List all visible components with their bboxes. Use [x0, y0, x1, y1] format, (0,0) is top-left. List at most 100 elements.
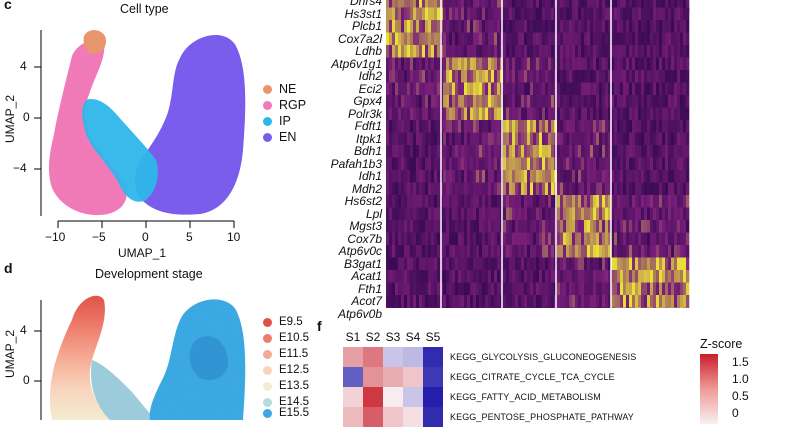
heatmap-cell: [491, 132, 495, 146]
heatmap-cell: [653, 232, 657, 246]
legend-e155-label: E15.5: [279, 407, 310, 419]
d-ylabel: UMAP_2: [3, 329, 18, 379]
heatmap-cell: [611, 0, 615, 13]
heatmap-cell: [392, 95, 396, 108]
heatmap-cell: [686, 195, 690, 208]
gene-label: Bdh1: [353, 144, 382, 158]
heatmap-cell: [536, 82, 540, 96]
heatmap-cell: [437, 232, 441, 246]
heatmap-cell: [680, 257, 684, 271]
heatmap-cell: [602, 57, 606, 71]
heatmap-cell: [668, 45, 672, 58]
heatmap-cell: [647, 82, 651, 96]
heatmap-cell: [608, 232, 612, 246]
heatmap-cell: [632, 32, 636, 46]
heatmap-cell: [611, 270, 615, 283]
heatmap-cell: [569, 70, 573, 83]
heatmap-cell: [482, 95, 486, 108]
heatmap-cell: [623, 157, 627, 171]
heatmap-cell: [479, 270, 483, 283]
heatmap-cell: [419, 70, 423, 83]
heatmap-cell: [569, 270, 573, 283]
heatmap-cell: [587, 307, 591, 308]
heatmap-cell: [530, 95, 534, 108]
heatmap-cell: [503, 145, 507, 158]
heatmap-cell: [389, 232, 393, 246]
heatmap-cell: [551, 95, 555, 108]
heatmap-cell: [449, 70, 453, 83]
heatmap-cell: [641, 157, 645, 171]
heatmap-cell: [587, 257, 591, 271]
heatmap-cell: [566, 220, 570, 233]
heatmap-cell: [629, 145, 633, 158]
heatmap-cell: [533, 307, 537, 308]
heatmap-cell: [428, 20, 432, 33]
heatmap-cell: [626, 120, 630, 133]
heatmap-cell: [407, 32, 411, 46]
heatmap-cell: [386, 95, 390, 108]
heatmap-cell: [578, 132, 582, 146]
heatmap-cell: [476, 157, 480, 171]
heatmap-cell: [638, 220, 642, 233]
heatmap-cell: [590, 220, 594, 233]
heatmap-cell: [470, 70, 474, 83]
heatmap-cell: [551, 157, 555, 171]
pathway-cell: [423, 407, 443, 427]
heatmap-cell: [668, 120, 672, 133]
heatmap-cell: [497, 145, 501, 158]
heatmap-cell: [683, 0, 687, 13]
heatmap-cell: [443, 70, 447, 83]
heatmap-cell: [506, 232, 510, 246]
heatmap-cell: [560, 207, 564, 221]
heatmap-cell: [434, 245, 438, 258]
heatmap-cell: [608, 70, 612, 83]
heatmap-cell: [497, 307, 501, 308]
heatmap-cell: [473, 170, 477, 183]
heatmap-cell: [608, 295, 612, 308]
heatmap-cell: [455, 95, 459, 108]
heatmap-cell: [494, 195, 498, 208]
heatmap-cell: [434, 107, 438, 121]
heatmap-cell: [467, 282, 471, 296]
heatmap-cell: [581, 157, 585, 171]
heatmap-cell: [491, 0, 495, 13]
heatmap-cell: [674, 182, 678, 196]
heatmap-cell: [401, 182, 405, 196]
heatmap-cell: [413, 220, 417, 233]
heatmap-cell: [386, 232, 390, 246]
heatmap-cell: [407, 270, 411, 283]
heatmap-cell: [404, 182, 408, 196]
heatmap-cell: [653, 307, 657, 308]
heatmap-cell: [593, 182, 597, 196]
heatmap-cell: [497, 70, 501, 83]
heatmap-cell: [581, 145, 585, 158]
heatmap-cell: [677, 145, 681, 158]
heatmap-cell: [392, 307, 396, 308]
heatmap-cell: [506, 207, 510, 221]
heatmap-cell: [656, 170, 660, 183]
heatmap-cell: [572, 132, 576, 146]
heatmap-cell: [398, 70, 402, 83]
heatmap-cell: [557, 207, 561, 221]
heatmap-cell: [476, 82, 480, 96]
heatmap-cell: [395, 132, 399, 146]
heatmap-cell: [539, 107, 543, 121]
heatmap-cell: [506, 282, 510, 296]
heatmap-cell: [626, 207, 630, 221]
heatmap-cell: [557, 45, 561, 58]
heatmap-cell: [635, 20, 639, 33]
heatmap-cell: [590, 32, 594, 46]
heatmap-cell: [578, 70, 582, 83]
heatmap-cell: [422, 7, 426, 21]
heatmap-cell: [623, 232, 627, 246]
heatmap-cell: [686, 20, 690, 33]
heatmap-cell: [410, 107, 414, 121]
heatmap-cell: [479, 20, 483, 33]
heatmap-cell: [572, 45, 576, 58]
heatmap-cell: [431, 245, 435, 258]
heatmap-cell: [602, 295, 606, 308]
pathway-column-header: S4: [405, 330, 421, 344]
heatmap-cell: [446, 45, 450, 58]
heatmap-cell: [431, 120, 435, 133]
heatmap-cell: [629, 307, 633, 308]
